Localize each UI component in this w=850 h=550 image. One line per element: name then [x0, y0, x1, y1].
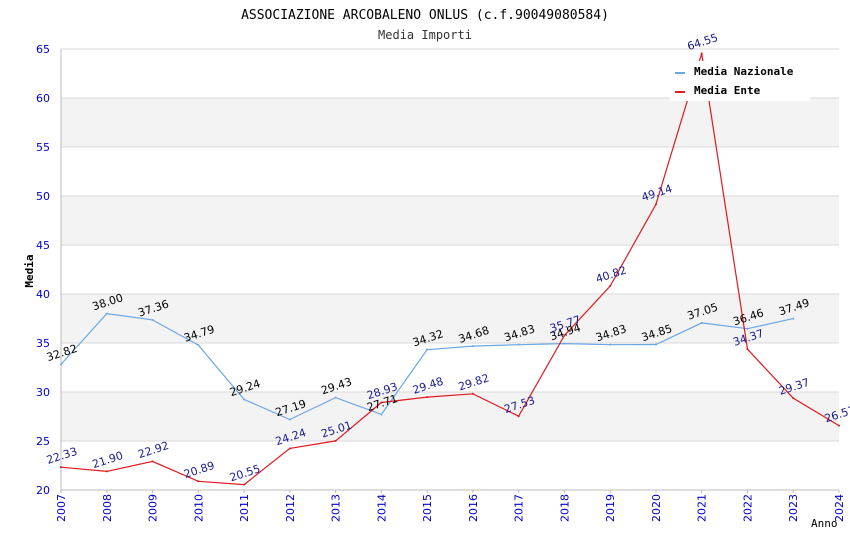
x-tick-label: 2022 — [741, 494, 754, 522]
legend-box — [670, 61, 810, 101]
data-label-media-nazionale: 32.82 — [45, 342, 79, 364]
plot-bands — [61, 98, 839, 441]
y-tick-label: 50 — [36, 190, 50, 203]
grid-lines — [61, 48, 839, 442]
x-tick-label: 2011 — [238, 494, 251, 522]
data-point-media-nazionale — [380, 413, 383, 416]
data-label-media-ente: 64.55 — [686, 31, 720, 53]
data-point-media-ente — [243, 483, 246, 486]
data-point-media-nazionale — [334, 396, 337, 399]
x-tick-label: 2017 — [513, 494, 526, 522]
x-tick-label: 2015 — [421, 494, 434, 522]
data-point-media-ente — [380, 401, 383, 404]
data-point-media-ente — [563, 334, 566, 337]
data-point-media-nazionale — [792, 317, 795, 320]
data-label-media-ente: 20.55 — [228, 462, 262, 484]
data-point-media-ente — [838, 424, 840, 427]
data-label-media-ente: 22.33 — [45, 445, 79, 467]
series-line-media-ente — [60, 53, 840, 486]
legend-label-media-ente: Media Ente — [694, 84, 761, 97]
data-point-media-ente — [197, 480, 200, 483]
chart-title: ASSOCIAZIONE ARCOBALENO ONLUS (c.f.90049… — [241, 8, 609, 23]
x-tick-label: 2012 — [284, 494, 297, 522]
y-tick-label: 30 — [36, 386, 50, 399]
data-point-media-nazionale — [243, 398, 246, 401]
data-point-media-ente — [288, 447, 291, 450]
y-tick-label: 55 — [36, 141, 50, 154]
grid-band — [61, 392, 839, 441]
data-point-media-nazionale — [197, 344, 200, 347]
grid-band — [61, 98, 839, 147]
y-tick-label: 35 — [36, 337, 50, 350]
y-tick-labels: 20 25 30 35 40 45 50 55 60 65 — [36, 43, 50, 497]
y-tick-label: 45 — [36, 239, 50, 252]
grid-band — [61, 294, 839, 343]
data-point-media-nazionale — [746, 327, 749, 330]
grid-band — [61, 196, 839, 245]
x-tick-label: 2019 — [604, 494, 617, 522]
legend: Media Nazionale Media Ente — [670, 61, 810, 101]
data-point-media-ente — [426, 396, 429, 399]
x-tick-label: 2014 — [375, 494, 388, 522]
x-tick-label: 2021 — [696, 494, 709, 522]
y-tick-label: 65 — [36, 43, 50, 56]
data-point-media-ente — [517, 415, 520, 418]
x-tick-label: 2023 — [787, 494, 800, 522]
data-label-media-ente: 40.82 — [594, 264, 628, 286]
data-point-media-nazionale — [471, 345, 474, 348]
data-point-media-ente — [654, 203, 657, 206]
y-tick-label: 40 — [36, 288, 50, 301]
chart-subtitle: Media Importi — [378, 28, 472, 42]
data-point-media-nazionale — [288, 418, 291, 421]
x-tick-labels: 2007 2008 2009 2010 2011 2012 2013 2014 2015 2016… — [55, 490, 846, 522]
x-tick-label: 2018 — [558, 494, 571, 522]
data-point-media-nazionale — [609, 343, 612, 346]
data-point-media-ente — [700, 52, 703, 55]
y-tick-label: 20 — [36, 484, 50, 497]
data-label-media-ente: 29.82 — [457, 371, 491, 393]
data-point-media-nazionale — [700, 321, 703, 324]
data-point-media-ente — [746, 348, 749, 351]
series-lines — [60, 52, 840, 486]
x-tick-label: 2007 — [55, 494, 68, 522]
data-point-media-ente — [792, 397, 795, 400]
legend-label-media-nazionale: Media Nazionale — [694, 65, 794, 78]
x-tick-label: 2008 — [101, 494, 114, 522]
data-point-media-nazionale — [654, 343, 657, 346]
data-point-media-nazionale — [105, 312, 108, 315]
y-tick-label: 25 — [36, 435, 50, 448]
data-point-media-nazionale — [151, 318, 154, 321]
data-point-media-ente — [105, 470, 108, 473]
data-point-media-nazionale — [60, 363, 62, 366]
x-tick-label: 2024 — [833, 494, 846, 522]
data-point-media-ente — [60, 466, 62, 469]
x-tick-label: 2010 — [192, 494, 205, 522]
data-point-media-ente — [334, 439, 337, 442]
x-tick-label: 2016 — [467, 494, 480, 522]
y-tick-label: 60 — [36, 92, 50, 105]
x-tick-label: 2013 — [330, 494, 343, 522]
y-axis-label: Media — [23, 254, 36, 287]
data-point-media-nazionale — [563, 342, 566, 345]
x-tick-label: 2009 — [147, 494, 160, 522]
data-label-media-ente: 22.92 — [136, 439, 170, 461]
axes — [60, 49, 839, 491]
x-axis-label: Anno — [811, 517, 838, 530]
data-point-media-nazionale — [426, 348, 429, 351]
data-label-media-ente: 20.89 — [182, 459, 216, 481]
data-point-media-ente — [609, 284, 612, 287]
x-tick-label: 2020 — [650, 494, 663, 522]
data-point-media-nazionale — [517, 343, 520, 346]
data-label-media-ente: 21.90 — [91, 449, 125, 471]
data-point-media-ente — [471, 392, 474, 395]
data-point-media-ente — [151, 460, 154, 463]
